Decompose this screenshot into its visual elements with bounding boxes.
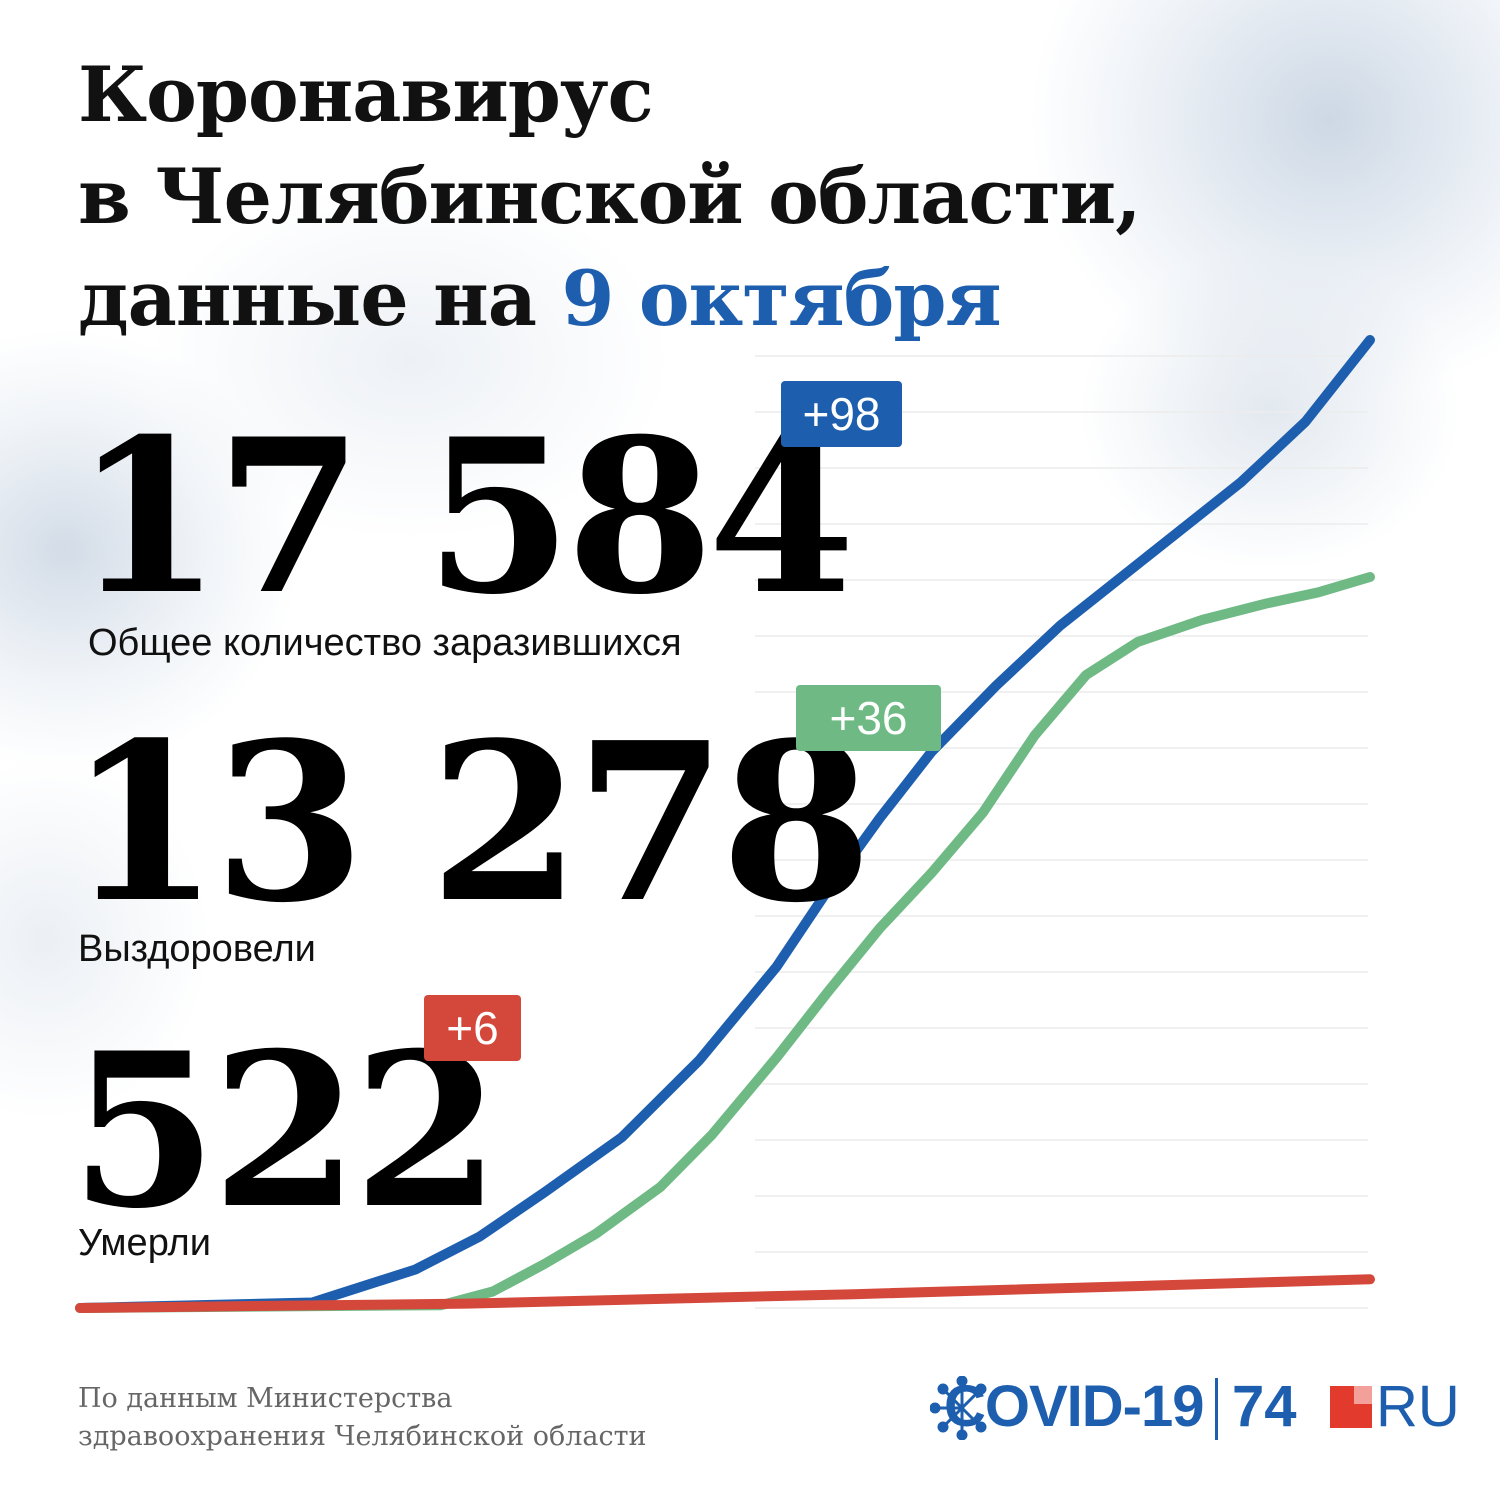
- logo-divider: [1215, 1378, 1218, 1440]
- total-cases-label: Общее количество заразившихся: [88, 622, 682, 664]
- recovered-delta-badge: +36: [796, 685, 941, 751]
- virus-icon: [930, 1376, 987, 1440]
- title-date: 9 октября: [561, 254, 1001, 343]
- series-line-1: [75, 572, 1375, 1313]
- source-line-1: По данным Министерства: [78, 1383, 453, 1414]
- source-line-2: здравоохранения Челябинской области: [78, 1421, 647, 1452]
- logo-74-text: 74: [1232, 1374, 1297, 1439]
- title-line-1: Коронавирус: [78, 50, 654, 139]
- series-line-2: [75, 1274, 1375, 1313]
- deaths-delta-badge: +6: [424, 995, 521, 1061]
- series-line-0: [75, 335, 1375, 1313]
- source-note: По данным Министерства здравоохранения Ч…: [78, 1380, 647, 1456]
- logo-square-icon: [1330, 1386, 1372, 1428]
- recovered-value: 13 278: [68, 695, 872, 951]
- logo-covid-text: COVID-19: [944, 1374, 1205, 1439]
- total-cases-delta-badge: +98: [781, 381, 902, 447]
- title-line-3-prefix: данные на: [78, 254, 562, 343]
- deaths-label: Умерли: [78, 1222, 211, 1264]
- recovered-label: Выздоровели: [78, 928, 316, 970]
- title-line-3: данные на 9 октября: [78, 248, 1141, 350]
- total-cases-value: 17 584: [74, 392, 855, 641]
- title-line-2: в Челябинской области,: [78, 152, 1142, 241]
- logo-ru-text: RU: [1376, 1374, 1460, 1439]
- page-title: Коронавирус в Челябинской области, данны…: [78, 44, 1142, 350]
